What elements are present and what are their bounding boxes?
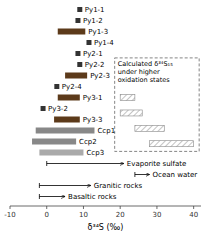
- category-label: Py1-1: [85, 6, 105, 14]
- annotation-arrow: [135, 174, 150, 175]
- category-label: Py2-1: [83, 50, 103, 58]
- hatch-range: [135, 125, 164, 131]
- range-bar: [54, 117, 80, 123]
- tick-label: 0: [44, 211, 48, 219]
- range-bar: [36, 128, 95, 134]
- category-label: Ccp1: [97, 127, 115, 135]
- box-text-line: oxidation states: [118, 76, 171, 84]
- range-bar: [39, 150, 83, 156]
- point: [75, 18, 80, 23]
- arrow-start: [39, 183, 40, 188]
- category-label: Ccp2: [79, 138, 97, 146]
- box-text: Calculated δ³⁴S₁₅under higheroxidation s…: [118, 60, 173, 84]
- axis-line: [10, 206, 201, 207]
- labels: Py1-1 Py1-2 Py1-3 Py1-4 Py2-1 Py2-2 Py2-3 Py2-4…: [48, 6, 197, 201]
- arrow-start: [46, 161, 47, 166]
- range-bar: [65, 73, 87, 79]
- dashed-box: [115, 58, 199, 151]
- box-text-line: Calculated δ³⁴S₁₅: [118, 60, 173, 68]
- tick-label: 30: [152, 211, 161, 219]
- category-label: Py3-3: [83, 116, 103, 124]
- tick-label: 20: [116, 211, 125, 219]
- tick: [83, 206, 84, 209]
- category-label: Py2-2: [85, 61, 105, 69]
- category-label: Py2-3: [90, 72, 110, 80]
- tick-label: -10: [4, 211, 15, 219]
- range-bar: [32, 139, 76, 145]
- category-label: Py2-4: [62, 83, 82, 91]
- hatch-range: [150, 141, 194, 147]
- annotation-arrow: [39, 196, 65, 197]
- hatch-range: [120, 110, 142, 116]
- point: [75, 51, 80, 56]
- annotation-arrow: [47, 163, 124, 164]
- tick: [193, 206, 194, 209]
- annotation-label: Ocean water: [153, 171, 198, 179]
- annotation-label: Granitic rocks: [94, 182, 143, 190]
- category-label: Py1-3: [88, 28, 108, 36]
- category-label: Py1-2: [83, 17, 103, 25]
- hatch-range: [120, 95, 135, 101]
- x-label: δ³⁴S (‰): [88, 223, 124, 232]
- tick: [120, 206, 121, 209]
- category-label: Py3-2: [48, 105, 68, 113]
- tick: [46, 206, 47, 209]
- range-bar: [58, 95, 80, 101]
- chart: Py1-1 Py1-2 Py1-3 Py1-4 Py2-1 Py2-2 Py2-3 Py2-4…: [0, 0, 209, 244]
- tick-label: 40: [189, 211, 198, 219]
- box-text-line: under higher: [118, 68, 160, 76]
- annotation-label: Evaporite sulfate: [127, 160, 187, 168]
- category-label: Ccp3: [86, 149, 104, 157]
- annotation-arrow: [39, 185, 90, 186]
- tick: [10, 206, 11, 209]
- arrow-start: [134, 172, 135, 177]
- annotation-label: Basaltic rocks: [68, 193, 117, 201]
- arrow-start: [39, 194, 40, 199]
- point: [77, 62, 82, 67]
- category-label: Py1-4: [94, 39, 114, 47]
- point: [86, 40, 91, 45]
- point: [41, 106, 46, 111]
- x-axis: -10 0 10 20 30 40 δ³⁴S (‰): [4, 206, 201, 232]
- range-bar: [58, 29, 86, 35]
- category-label: Py3-1: [83, 94, 103, 102]
- marks: [32, 7, 199, 199]
- point: [54, 84, 59, 89]
- tick: [156, 206, 157, 209]
- tick-label: 10: [79, 211, 88, 219]
- point: [77, 7, 82, 12]
